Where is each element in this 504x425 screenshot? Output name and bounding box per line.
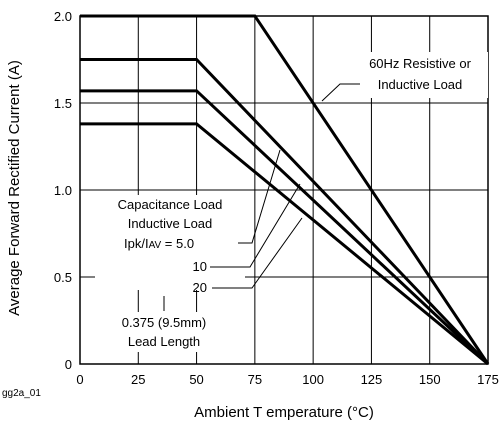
- leader-line: [210, 183, 301, 268]
- annotation-lead-length: 0.375 (9.5mm) Lead Length: [100, 296, 240, 352]
- annotation-line: Inductive Load: [378, 77, 463, 92]
- x-tick-label: 175: [477, 372, 499, 387]
- annotation-line: Capacitance Load: [118, 197, 223, 212]
- series-line-2: [80, 58, 490, 366]
- y-tick-label: 2.0: [54, 9, 72, 24]
- figure-code: gg2a_01: [2, 388, 41, 399]
- y-tick-label: 0.5: [54, 270, 72, 285]
- series-line-4: [80, 122, 489, 366]
- ratio-20-label: 20: [193, 280, 207, 295]
- y-tick-label: 0: [65, 357, 72, 372]
- x-tick-label: 150: [419, 372, 441, 387]
- x-tick-label: 50: [189, 372, 203, 387]
- plot-frame: [79, 15, 489, 365]
- annotation-line: 0.375 (9.5mm): [122, 315, 207, 330]
- y-tick-label: 1.5: [54, 96, 72, 111]
- x-tick-label: 100: [302, 372, 324, 387]
- annotation-capacitance-load: Capacitance Load Inductive Load Ipk/IAV …: [95, 149, 303, 295]
- x-tick-labels: 0 25 50 75 100 125 150 175: [76, 372, 498, 387]
- ratio-label: Ipk/IAV = 5.0: [124, 236, 194, 251]
- x-tick-label: 75: [248, 372, 262, 387]
- y-tick-label: 1.0: [54, 183, 72, 198]
- x-tick-label: 125: [361, 372, 383, 387]
- y-tick-labels: 0 0.5 1.0 1.5 2.0: [54, 9, 72, 372]
- annotation-line: 60Hz Resistive or: [369, 56, 472, 71]
- x-tick-label: 0: [76, 372, 83, 387]
- y-axis-title: Average Forward Rectified Current (A): [6, 60, 23, 316]
- ratio-10-label: 10: [193, 259, 207, 274]
- x-axis-title: Ambient T emperature (°C): [194, 404, 374, 421]
- annotation-resistive-load: 60Hz Resistive or Inductive Load: [321, 52, 488, 102]
- leader-line: [212, 217, 303, 289]
- annotation-line: Inductive Load: [128, 216, 213, 231]
- series-line-3: [80, 89, 490, 366]
- leader-line: [321, 83, 360, 102]
- annotation-line: Lead Length: [128, 334, 200, 349]
- x-tick-label: 25: [131, 372, 145, 387]
- leader-line: [238, 149, 281, 244]
